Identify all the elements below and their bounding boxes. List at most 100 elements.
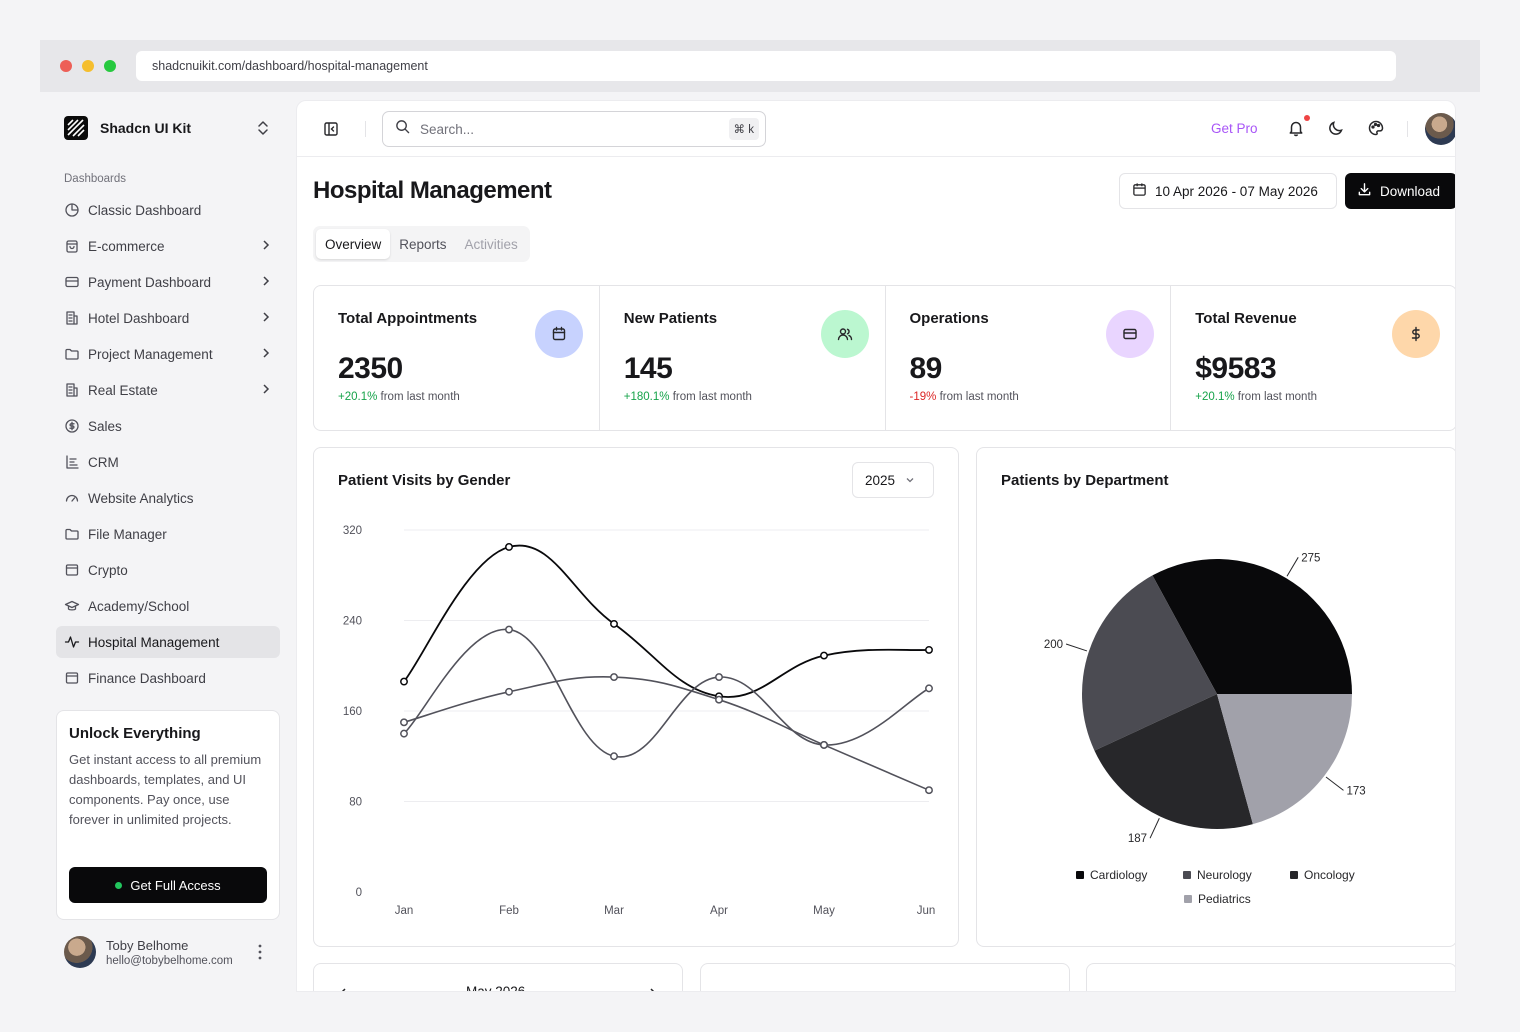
sidebar-item-real-estate[interactable]: Real Estate <box>56 374 280 406</box>
moon-icon[interactable] <box>1327 119 1345 142</box>
sidebar-item-crm[interactable]: CRM <box>56 446 280 478</box>
year-select-value: 2025 <box>865 472 896 488</box>
chevron-left-icon[interactable] <box>338 986 348 991</box>
kpi-card-new-patients: New Patients 145 +180.1% from last month <box>600 286 886 430</box>
x-tick-label: Jan <box>395 905 414 917</box>
year-select[interactable]: 2025 <box>852 462 934 498</box>
search-input[interactable] <box>420 121 710 137</box>
sidebar-item-label: File Manager <box>88 526 167 542</box>
sidebar-item-label: Crypto <box>88 562 128 578</box>
close-window-dot[interactable] <box>60 60 72 72</box>
y-tick-label: 0 <box>356 887 362 899</box>
chevron-right-icon <box>262 311 270 326</box>
sidebar-item-label: Sales <box>88 418 122 434</box>
search-box[interactable]: ⌘ k <box>382 111 766 147</box>
kpi-change-suffix: from last month <box>939 391 1019 403</box>
kpi-value: 2350 <box>338 352 403 385</box>
sidebar-item-finance-dashboard[interactable]: Finance Dashboard <box>56 662 280 694</box>
data-point <box>925 684 933 693</box>
kpi-card-total-revenue: Total Revenue $9583 +20.1% from last month <box>1171 286 1455 430</box>
chevron-right-icon <box>262 347 270 362</box>
data-point <box>715 695 723 704</box>
data-point <box>610 752 618 761</box>
line-chart: 0 80 160 240 320 Jan Feb Mar Apr May Jun <box>343 525 935 917</box>
data-point <box>400 677 408 686</box>
graduation-cap-icon <box>64 598 80 614</box>
browser-window: shadcnuikit.com/dashboard/hospital-manag… <box>40 40 1480 992</box>
user-name: Toby Belhome <box>106 937 189 953</box>
pie-value-label: 187 <box>1128 833 1147 845</box>
chevron-right-icon <box>262 383 270 398</box>
view-tabs: Overview Reports Activities <box>313 226 530 262</box>
sidebar-toggle-icon[interactable] <box>323 121 339 142</box>
sidebar-item-payment-dashboard[interactable]: Payment Dashboard <box>56 266 280 298</box>
users-icon <box>820 310 869 358</box>
chevrons-up-down-icon[interactable] <box>256 120 270 141</box>
legend-label: Neurology <box>1197 868 1252 882</box>
kpi-change: +180.1% from last month <box>624 391 752 403</box>
sidebar-item-label: CRM <box>88 454 119 470</box>
sidebar-item-e-commerce[interactable]: E-commerce <box>56 230 280 262</box>
tab-reports[interactable]: Reports <box>399 236 447 252</box>
y-tick-label: 160 <box>343 706 362 718</box>
sidebar-item-project-management[interactable]: Project Management <box>56 338 280 370</box>
sidebar-item-sales[interactable]: Sales <box>56 410 280 442</box>
patient-visits-card: Patient Visits by Gender 2025 0 80 160 240 3… <box>313 447 959 947</box>
sidebar-item-label: Hotel Dashboard <box>88 310 190 326</box>
get-full-access-button[interactable]: Get Full Access <box>69 867 267 903</box>
kpi-change-suffix: from last month <box>1237 391 1318 403</box>
notification-badge <box>1304 115 1310 121</box>
sidebar-item-website-analytics[interactable]: Website Analytics <box>56 482 280 514</box>
download-button[interactable]: Download <box>1345 173 1455 209</box>
sidebar-item-academy-school[interactable]: Academy/School <box>56 590 280 622</box>
dollar-icon <box>1392 310 1440 358</box>
get-full-access-label: Get Full Access <box>130 877 221 893</box>
calendar-icon <box>1132 182 1147 200</box>
pie-label-line <box>1325 776 1344 791</box>
user-email: hello@tobybelhome.com <box>106 954 233 967</box>
tab-overview[interactable]: Overview <box>316 229 391 259</box>
bell-icon[interactable] <box>1287 119 1305 142</box>
pie-slice-pediatrics <box>1217 694 1352 825</box>
kpi-change: -19% from last month <box>910 391 1019 403</box>
x-tick-label: Feb <box>499 905 519 917</box>
sidebar-nav: Classic Dashboard E-commerce Payment Dashb… <box>56 194 280 698</box>
sidebar-item-crypto[interactable]: Crypto <box>56 554 280 586</box>
search-shortcut-badge: ⌘ k <box>728 118 759 140</box>
data-point <box>400 729 408 738</box>
pie-value-label: 200 <box>1044 639 1063 651</box>
palette-icon[interactable] <box>1367 119 1385 142</box>
get-pro-link[interactable]: Get Pro <box>1211 121 1258 136</box>
date-range-picker[interactable]: 10 Apr 2026 - 07 May 2026 <box>1119 173 1337 209</box>
sidebar-item-file-manager[interactable]: File Manager <box>56 518 280 550</box>
more-vertical-icon[interactable] <box>258 944 262 965</box>
calendar-card: May 2026 <box>313 963 683 991</box>
user-profile[interactable]: Toby Belhome hello@tobybelhome.com <box>64 936 233 968</box>
legend-item-oncology: Oncology <box>1290 868 1355 882</box>
sidebar-item-label: Payment Dashboard <box>88 274 212 290</box>
pie-value-label: 173 <box>1346 785 1365 797</box>
sidebar-item-hospital-management[interactable]: Hospital Management <box>56 626 280 658</box>
maximize-window-dot[interactable] <box>104 60 116 72</box>
brand[interactable]: Shadcn UI Kit <box>64 116 191 140</box>
data-point <box>715 673 723 682</box>
legend-item-cardiology: Cardiology <box>1076 868 1147 882</box>
address-bar[interactable]: shadcnuikit.com/dashboard/hospital-manag… <box>136 51 1396 81</box>
folder-icon <box>64 346 80 362</box>
chevron-right-icon[interactable] <box>648 986 658 991</box>
divider <box>1407 121 1408 137</box>
calendar-icon <box>534 310 583 358</box>
x-tick-label: Mar <box>604 905 624 917</box>
pie-slice-oncology <box>1094 694 1253 829</box>
avatar[interactable] <box>1425 113 1455 145</box>
minimize-window-dot[interactable] <box>82 60 94 72</box>
data-point <box>925 786 933 795</box>
data-point <box>925 645 933 654</box>
pie-label-line <box>1149 818 1160 839</box>
sidebar-item-label: Project Management <box>88 346 213 362</box>
kpi-label: Total Revenue <box>1195 310 1297 327</box>
kpi-cards: Total Appointments 2350 +20.1% from last m… <box>313 285 1455 431</box>
card-title: Patients by Department <box>1001 472 1169 489</box>
sidebar-item-hotel-dashboard[interactable]: Hotel Dashboard <box>56 302 280 334</box>
sidebar-item-classic-dashboard[interactable]: Classic Dashboard <box>56 194 280 226</box>
